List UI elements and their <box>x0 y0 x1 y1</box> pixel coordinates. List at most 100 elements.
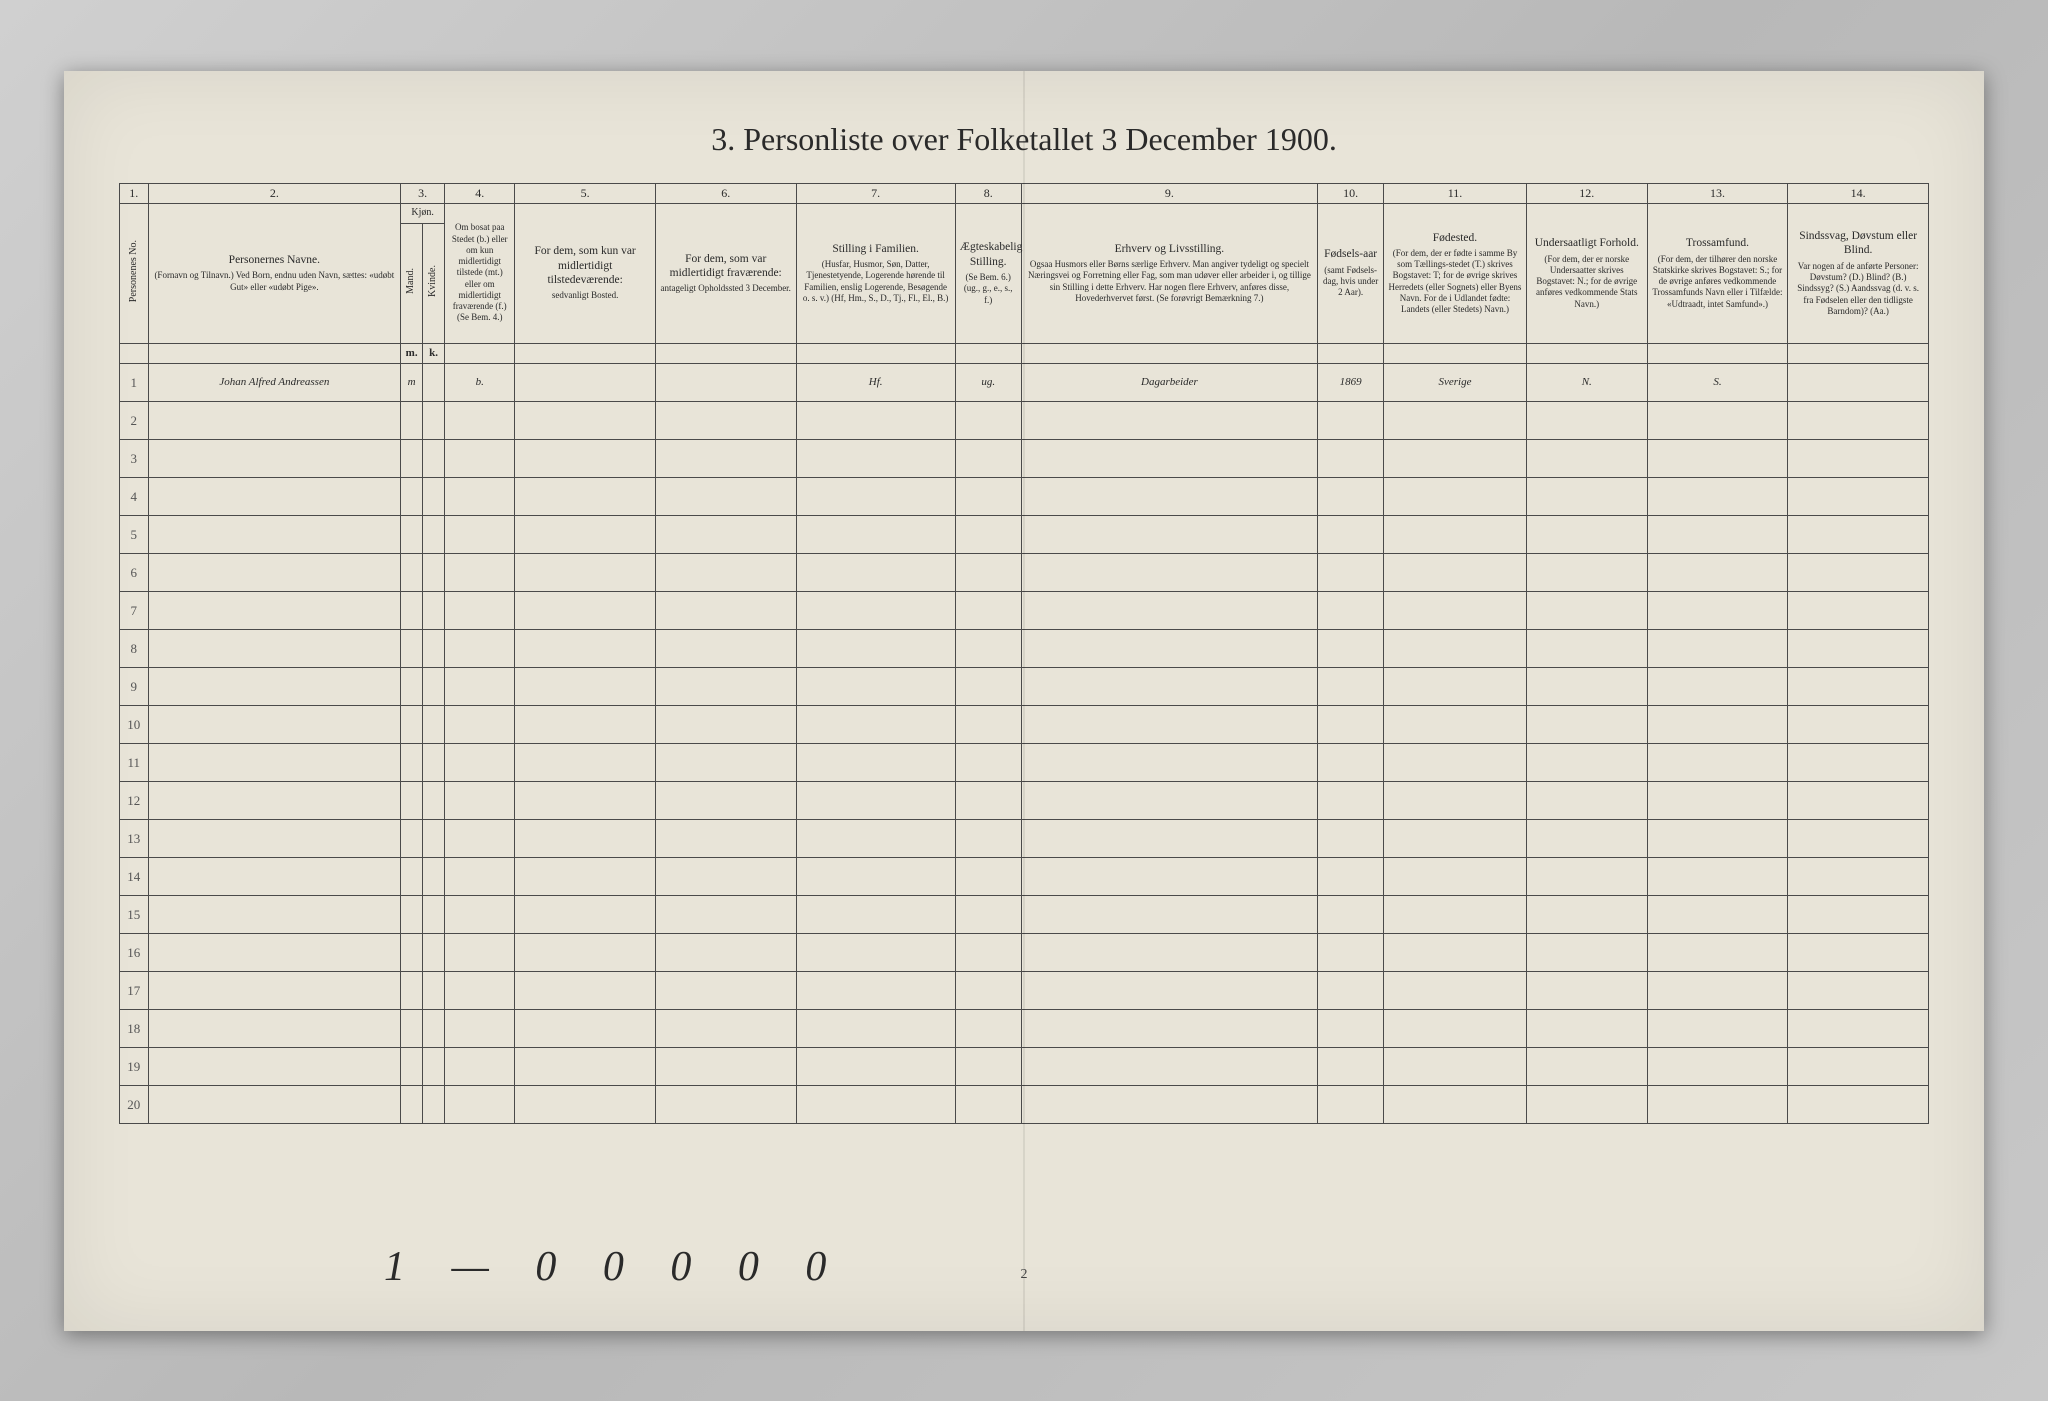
cell-empty <box>445 1010 515 1048</box>
cell-empty <box>1647 896 1788 934</box>
cell-empty <box>445 630 515 668</box>
cell-empty <box>1021 744 1318 782</box>
cell-empty <box>1021 630 1318 668</box>
cell-empty <box>655 1010 796 1048</box>
cell-empty <box>1647 402 1788 440</box>
mk-blank-7 <box>796 343 955 364</box>
cell-empty <box>655 668 796 706</box>
header-13-label: Trossamfund. <box>1652 236 1784 250</box>
cell-empty <box>655 820 796 858</box>
cell-empty <box>1526 1086 1647 1124</box>
cell-empty <box>1788 554 1929 592</box>
mk-blank-8 <box>955 343 1021 364</box>
mk-blank-4 <box>445 343 515 364</box>
header-4-sub: (Se Bem. 4.) <box>449 312 510 323</box>
cell-empty <box>148 744 401 782</box>
row-number: 15 <box>120 896 149 934</box>
header-7-sub: (Husfar, Husmor, Søn, Datter, Tjenestety… <box>801 259 951 304</box>
cell-empty <box>1318 1010 1384 1048</box>
cell-empty <box>1788 744 1929 782</box>
header-3-female-label: Kvinde. <box>427 265 440 297</box>
header-5: For dem, som kun var midlertidigt tilste… <box>515 203 656 343</box>
cell-empty <box>1647 516 1788 554</box>
census-table: 1. 2. 3. 4. 5. 6. 7. 8. 9. 10. 11. 12. 1… <box>119 183 1929 1125</box>
cell-empty <box>423 1048 445 1086</box>
table-row: 12 <box>120 782 1929 820</box>
table-row: 10 <box>120 706 1929 744</box>
cell-empty <box>1021 820 1318 858</box>
cell-empty <box>1318 782 1384 820</box>
cell-family-position: Hf. <box>796 364 955 402</box>
cell-empty <box>148 668 401 706</box>
cell-empty <box>796 516 955 554</box>
cell-empty <box>1647 972 1788 1010</box>
cell-birthplace: Sverige <box>1384 364 1527 402</box>
cell-empty <box>148 440 401 478</box>
cell-empty <box>1318 820 1384 858</box>
mk-blank-13 <box>1647 343 1788 364</box>
cell-empty <box>1384 402 1527 440</box>
cell-empty <box>148 896 401 934</box>
cell-empty <box>955 478 1021 516</box>
cell-empty <box>1021 858 1318 896</box>
table-row: 1 Johan Alfred Andreassen m b. Hf. ug. D… <box>120 364 1929 402</box>
cell-empty <box>148 820 401 858</box>
cell-empty <box>1647 554 1788 592</box>
colnum-4: 4. <box>445 183 515 203</box>
cell-empty <box>445 934 515 972</box>
cell-empty <box>955 516 1021 554</box>
cell-empty <box>1021 1010 1318 1048</box>
mk-blank-1 <box>120 343 149 364</box>
cell-empty <box>1788 858 1929 896</box>
cell-empty <box>1788 782 1929 820</box>
colnum-1: 1. <box>120 183 149 203</box>
row-number: 16 <box>120 934 149 972</box>
cell-empty <box>515 440 656 478</box>
cell-empty <box>148 630 401 668</box>
cell-empty <box>401 858 423 896</box>
cell-empty <box>655 706 796 744</box>
cell-empty <box>1647 1086 1788 1124</box>
cell-empty <box>1384 554 1527 592</box>
cell-empty <box>1788 668 1929 706</box>
cell-empty <box>796 478 955 516</box>
colnum-14: 14. <box>1788 183 1929 203</box>
cell-empty <box>655 402 796 440</box>
cell-empty <box>515 516 656 554</box>
cell-empty <box>423 706 445 744</box>
table-row: 11 <box>120 744 1929 782</box>
cell-empty <box>1384 1086 1527 1124</box>
row-number: 1 <box>120 364 149 402</box>
row-number: 17 <box>120 972 149 1010</box>
cell-empty <box>1788 1010 1929 1048</box>
header-5-label: For dem, som kun var midlertidigt tilste… <box>519 244 651 287</box>
cell-residence: b. <box>445 364 515 402</box>
header-9: Erhverv og Livsstilling. Ogsaa Husmors e… <box>1021 203 1318 343</box>
cell-empty <box>423 782 445 820</box>
cell-empty <box>445 744 515 782</box>
header-8-label: Ægteskabelig Stilling. <box>960 240 1017 269</box>
header-11: Fødested. (For dem, der er fødte i samme… <box>1384 203 1527 343</box>
cell-empty <box>515 1086 656 1124</box>
mk-blank-11 <box>1384 343 1527 364</box>
table-row: 3 <box>120 440 1929 478</box>
row-number: 3 <box>120 440 149 478</box>
table-body: 1 Johan Alfred Andreassen m b. Hf. ug. D… <box>120 364 1929 1124</box>
cell-empty <box>445 668 515 706</box>
mk-k: k. <box>423 343 445 364</box>
cell-empty <box>1788 934 1929 972</box>
cell-empty <box>1788 1086 1929 1124</box>
cell-empty <box>1021 592 1318 630</box>
cell-empty <box>796 592 955 630</box>
cell-empty <box>423 744 445 782</box>
header-2-sub: (Fornavn og Tilnavn.) Ved Born, endnu ud… <box>153 270 397 293</box>
cell-empty <box>955 706 1021 744</box>
cell-empty <box>955 592 1021 630</box>
cell-empty <box>1384 440 1527 478</box>
cell-empty <box>401 706 423 744</box>
cell-empty <box>1647 1048 1788 1086</box>
header-5-sub: sedvanligt Bosted. <box>519 290 651 301</box>
cell-empty <box>955 858 1021 896</box>
cell-empty <box>1647 440 1788 478</box>
header-9-label: Erhverv og Livsstilling. <box>1026 242 1314 256</box>
